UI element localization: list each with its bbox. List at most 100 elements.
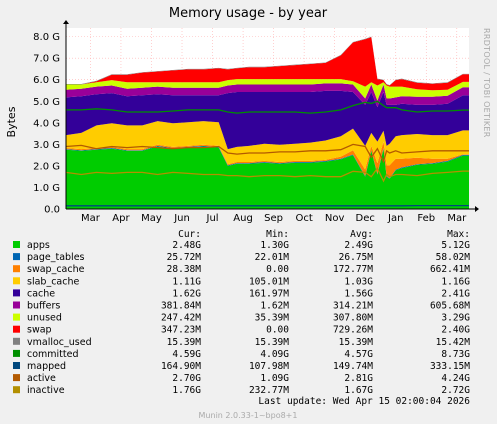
legend-name: vmalloc_used <box>27 337 92 348</box>
legend-swatch-committed <box>13 349 20 357</box>
legend-avg: 4.57G <box>344 349 373 360</box>
y-tick-label-6: 6.0 G <box>33 75 60 86</box>
axes <box>63 20 479 212</box>
legend-avg: 1.03G <box>344 276 373 287</box>
legend-cur: 4.59G <box>172 349 201 360</box>
x-tick-label-3: Jun <box>173 213 190 224</box>
legend-max: 58.02M <box>436 252 471 263</box>
x-tick-label-4: Jul <box>206 213 219 224</box>
legend-cur: 2.70G <box>172 373 201 384</box>
legend-row-inactive: inactive 1.76G 232.77M 1.67G 2.72G <box>13 385 470 396</box>
x-tick-label-8: Nov <box>325 213 345 224</box>
x-tick-label-2: May <box>141 213 162 224</box>
legend-avg: 729.26M <box>333 325 373 336</box>
legend-header-cur: Cur: <box>178 229 201 240</box>
legend-swatch-mapped <box>13 362 20 369</box>
y-tick-label-2: 2.0 G <box>33 161 60 172</box>
legend-max: 2.72G <box>441 385 470 396</box>
legend-cur: 1.11G <box>172 276 201 287</box>
legend-name: inactive <box>27 385 65 396</box>
legend-cur: 15.39M <box>167 337 202 348</box>
legend-swatch-unused <box>13 313 20 321</box>
legend-header-max: Max: <box>447 229 470 240</box>
legend-avg: 149.74M <box>333 361 373 372</box>
legend-name: committed <box>27 349 79 360</box>
legend-name: swap_cache <box>27 264 85 275</box>
legend-min: 4.09G <box>260 349 289 360</box>
legend-avg: 172.77M <box>333 264 373 275</box>
legend-row-buffers: buffers 381.84M 1.62M 314.21M 605.68M <box>13 301 470 312</box>
y-tick-label-0: 0.0 <box>44 205 60 216</box>
legend-min: 1.09G <box>260 373 289 384</box>
legend-cur: 247.42M <box>161 313 201 324</box>
legend-min: 161.97M <box>249 288 289 299</box>
legend-name: apps <box>27 240 50 251</box>
x-tick-label-9: Dec <box>356 213 375 224</box>
x-tick-label-12: Mar <box>447 213 467 224</box>
legend-swatch-active <box>13 374 20 382</box>
x-tick-label-6: Sep <box>264 213 283 224</box>
x-axis-arrow <box>475 206 479 212</box>
legend-name: swap <box>27 325 52 336</box>
legend-name: active <box>27 373 56 384</box>
legend-row-swap: swap 347.23M 0.00 729.26M 2.40G <box>13 325 470 336</box>
legend-name: cache <box>27 288 55 299</box>
legend-max: 8.73G <box>441 349 470 360</box>
legend-max: 2.41G <box>441 288 470 299</box>
legend-name: unused <box>27 313 62 324</box>
y-tick-label-7: 7.0 G <box>33 54 60 65</box>
legend-swatch-swap-cache <box>13 265 20 273</box>
legend-row-page-tables: page_tables 25.72M 22.01M 26.75M 58.02M <box>13 252 470 263</box>
y-tick-label-3: 3.0 G <box>33 140 60 151</box>
legend-swatch-vmalloc-used <box>13 337 20 345</box>
legend-swatch-swap <box>13 325 20 333</box>
legend-max: 662.41M <box>430 264 470 275</box>
legend-cur: 347.23M <box>161 325 201 336</box>
legend-avg: 15.39M <box>339 337 374 348</box>
x-tick-label-1: Apr <box>112 213 130 224</box>
legend-max: 5.12G <box>441 240 470 251</box>
legend-min: 35.39M <box>255 313 290 324</box>
legend-min: 15.39M <box>255 337 290 348</box>
legend-avg: 26.75M <box>339 252 374 263</box>
area-page-tables <box>66 145 469 179</box>
legend-max: 2.40G <box>441 325 470 336</box>
legend-cur: 1.76G <box>172 385 201 396</box>
legend-min: 0.00 <box>266 264 289 275</box>
legend-cur: 2.48G <box>172 240 201 251</box>
line-series <box>65 100 469 207</box>
area-unused <box>66 79 469 101</box>
rrdtool-side-label: RRDTOOL / TOBI OETIKER <box>482 28 491 138</box>
legend-max: 333.15M <box>430 361 470 372</box>
legend-name: slab_cache <box>27 276 79 287</box>
legend-swatch-buffers <box>13 301 20 309</box>
legend-max: 3.29G <box>441 313 470 324</box>
legend-avg: 1.67G <box>344 385 373 396</box>
y-tick-label-5: 5.0 G <box>33 97 60 108</box>
legend-min: 22.01M <box>255 252 290 263</box>
y-axis-arrow <box>63 20 69 24</box>
x-tick-labels: Mar Apr May Jun Jul Aug Sep Oct Nov Dec Jan Feb Mar <box>81 213 467 224</box>
y-tick-label-1: 1.0 G <box>33 183 60 194</box>
area-slab-cache <box>66 121 469 170</box>
legend-max: 1.16G <box>441 276 470 287</box>
legend: apps 2.48G 1.30G 2.49G 5.12G page_tables 25.72… <box>13 240 470 396</box>
legend-swatch-cache <box>13 289 20 297</box>
line-committed <box>66 100 469 114</box>
legend-cur: 381.84M <box>161 301 201 312</box>
legend-min: 232.77M <box>249 385 289 396</box>
legend-row-swap-cache: swap_cache 28.38M 0.00 172.77M 662.41M <box>13 264 470 275</box>
x-tick-label-0: Mar <box>81 213 101 224</box>
line-active <box>65 143 469 164</box>
stacked-areas <box>66 36 469 209</box>
legend-avg: 307.80M <box>333 313 373 324</box>
line-inactive <box>65 166 469 183</box>
legend-row-apps: apps 2.48G 1.30G 2.49G 5.12G <box>13 240 470 251</box>
legend-name: page_tables <box>27 252 85 263</box>
legend-min: 1.30G <box>260 240 289 251</box>
legend-row-committed: committed 4.59G 4.09G 4.57G 8.73G <box>13 349 470 360</box>
legend-cur: 28.38M <box>167 264 202 275</box>
legend-avg: 314.21M <box>333 301 373 312</box>
